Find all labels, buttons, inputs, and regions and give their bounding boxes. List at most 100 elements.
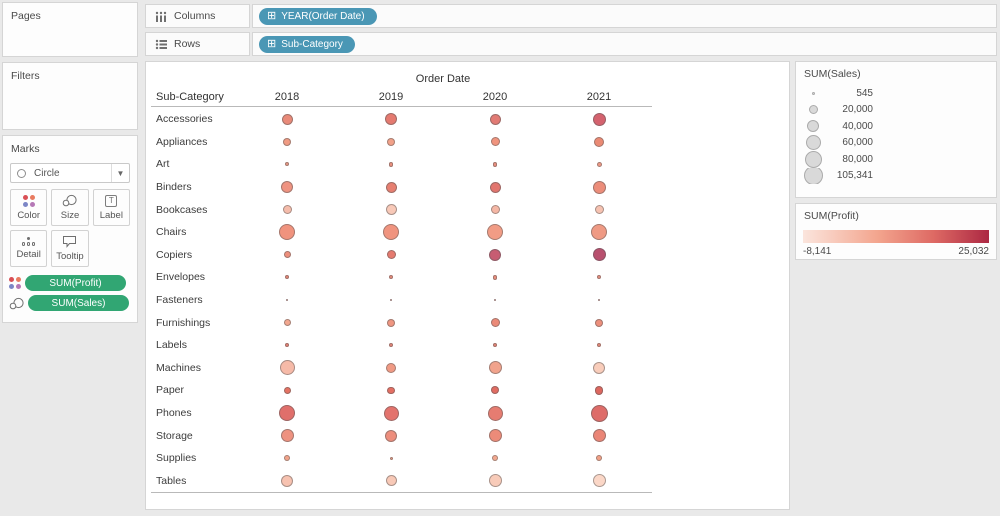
rows-pill[interactable]: ⊞ Sub-Category — [259, 35, 355, 53]
data-circle[interactable] — [389, 456, 393, 460]
data-circle[interactable] — [492, 162, 498, 167]
data-circle[interactable] — [595, 318, 603, 327]
data-circle[interactable] — [281, 181, 293, 194]
data-circle[interactable] — [594, 205, 604, 215]
chart-cell — [547, 386, 651, 395]
size-legend-row[interactable]: 20,000 — [796, 102, 996, 119]
rows-shelf[interactable]: ⊞ Sub-Category — [252, 32, 997, 56]
data-circle[interactable] — [489, 248, 501, 261]
data-circle[interactable] — [387, 318, 395, 327]
data-circle[interactable] — [385, 204, 397, 216]
data-circle[interactable] — [279, 224, 295, 241]
size-legend-row[interactable]: 545 — [796, 85, 996, 102]
size-legend-row[interactable]: 105,341 — [796, 167, 996, 184]
sales-legend-title: SUM(Sales) — [804, 68, 861, 80]
data-circle[interactable] — [494, 299, 496, 302]
data-circle[interactable] — [385, 113, 397, 126]
data-circle[interactable] — [488, 474, 502, 488]
data-circle[interactable] — [591, 224, 607, 241]
data-circle[interactable] — [385, 181, 397, 193]
data-circle[interactable] — [286, 299, 288, 302]
chart-cell — [547, 136, 651, 147]
data-circle[interactable] — [389, 275, 393, 280]
data-circle[interactable] — [597, 275, 601, 280]
data-circle[interactable] — [281, 474, 293, 487]
data-circle[interactable] — [390, 299, 392, 302]
data-circle[interactable] — [490, 318, 500, 328]
data-circle[interactable] — [283, 386, 291, 394]
data-circle[interactable] — [489, 113, 501, 125]
data-circle[interactable] — [492, 275, 498, 280]
chart-cell — [235, 224, 339, 241]
data-circle[interactable] — [490, 205, 500, 215]
data-circle[interactable] — [387, 137, 395, 146]
data-circle[interactable] — [285, 162, 289, 167]
data-circle[interactable] — [385, 429, 397, 442]
data-circle[interactable] — [492, 343, 498, 348]
plus-box-icon[interactable]: ⊞ — [267, 37, 277, 50]
size-legend-row[interactable]: 40,000 — [796, 118, 996, 135]
data-circle[interactable] — [593, 361, 605, 374]
data-circle[interactable] — [592, 248, 606, 262]
data-circle[interactable] — [487, 405, 503, 421]
profit-pill[interactable]: SUM(Profit) — [25, 275, 126, 291]
data-circle[interactable] — [594, 386, 604, 395]
columns-pill[interactable]: ⊞ YEAR(Order Date) — [259, 7, 377, 25]
data-circle[interactable] — [488, 361, 502, 375]
columns-shelf[interactable]: ⊞ YEAR(Order Date) — [252, 4, 997, 28]
color-button[interactable]: Color — [10, 189, 48, 226]
data-circle[interactable] — [592, 474, 606, 488]
data-circle[interactable] — [284, 455, 290, 462]
data-circle[interactable] — [492, 455, 498, 462]
data-circle[interactable] — [279, 360, 295, 376]
data-circle[interactable] — [383, 405, 399, 421]
data-circle[interactable] — [383, 224, 399, 241]
size-button[interactable]: Size — [51, 189, 89, 226]
chevron-down-icon[interactable]: ▼ — [111, 164, 129, 182]
pages-shelf[interactable]: Pages — [2, 2, 138, 57]
data-circle[interactable] — [282, 205, 292, 215]
data-circle[interactable] — [281, 113, 293, 125]
data-circle[interactable] — [592, 429, 606, 443]
detail-button[interactable]: Detail — [10, 230, 48, 267]
data-circle[interactable] — [489, 181, 501, 193]
data-circle[interactable] — [280, 429, 294, 443]
data-circle[interactable] — [488, 429, 502, 443]
data-circle[interactable] — [491, 386, 499, 395]
chart-cell — [235, 360, 339, 376]
data-circle[interactable] — [389, 343, 393, 348]
data-circle[interactable] — [386, 362, 396, 373]
data-circle[interactable] — [598, 299, 600, 302]
mark-type-dropdown[interactable]: Circle ▼ — [10, 163, 130, 183]
label-button[interactable]: T Label — [92, 189, 130, 226]
data-circle[interactable] — [596, 455, 602, 462]
data-circle[interactable] — [592, 112, 606, 126]
size-legend-row[interactable]: 60,000 — [796, 135, 996, 152]
data-circle[interactable] — [385, 475, 397, 487]
data-circle[interactable] — [592, 180, 606, 194]
data-circle[interactable] — [594, 136, 604, 147]
tooltip-button[interactable]: Tooltip — [51, 230, 89, 267]
data-circle[interactable] — [279, 405, 295, 422]
data-circle[interactable] — [285, 275, 289, 280]
row-label: Art — [156, 158, 170, 171]
plus-box-icon[interactable]: ⊞ — [267, 9, 277, 22]
chart-header-row: Sub-Category 2018 2019 2020 2021 — [151, 89, 652, 107]
data-circle[interactable] — [283, 251, 291, 259]
data-circle[interactable] — [487, 224, 503, 241]
data-circle[interactable] — [386, 250, 396, 260]
row-label: Paper — [156, 384, 185, 397]
profit-gradient-bar[interactable] — [803, 230, 989, 243]
data-circle[interactable] — [596, 161, 602, 167]
data-circle[interactable] — [283, 319, 291, 327]
data-circle[interactable] — [590, 404, 608, 422]
sales-pill[interactable]: SUM(Sales) — [28, 295, 129, 311]
filters-shelf[interactable]: Filters — [2, 62, 138, 130]
data-circle[interactable] — [490, 137, 500, 147]
data-circle[interactable] — [285, 343, 289, 348]
data-circle[interactable] — [387, 386, 395, 395]
data-circle[interactable] — [283, 137, 291, 146]
size-legend-row[interactable]: 80,000 — [796, 151, 996, 168]
data-circle[interactable] — [596, 343, 602, 348]
data-circle[interactable] — [388, 162, 394, 167]
